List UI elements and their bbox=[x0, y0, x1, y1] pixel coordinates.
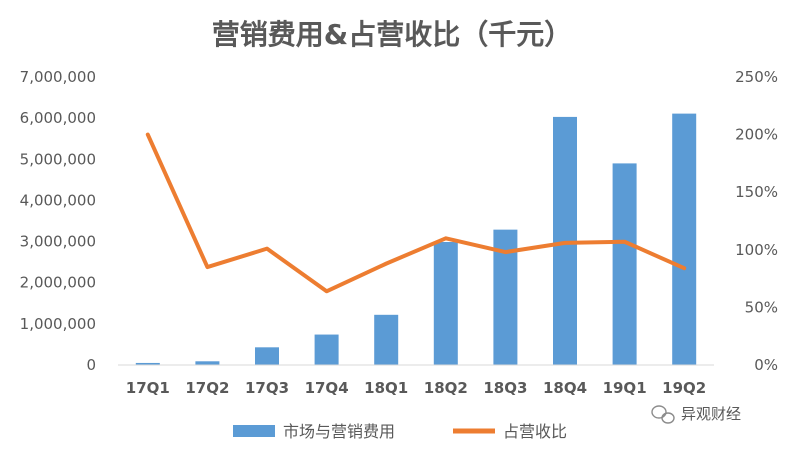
left-tick-label: 2,000,000 bbox=[20, 274, 96, 292]
ratio-line bbox=[145, 132, 687, 294]
bar bbox=[135, 362, 160, 365]
category-label: 18Q4 bbox=[543, 379, 587, 397]
left-tick-label: 7,000,000 bbox=[20, 68, 96, 86]
category-label: 19Q1 bbox=[603, 379, 647, 397]
left-tick-label: 0 bbox=[86, 356, 96, 374]
left-axis: 0 1,000,000 2,000,000 3,000,000 4,000,000 5,0… bbox=[20, 68, 96, 374]
legend-swatch-bar bbox=[233, 425, 275, 437]
legend: 市场与营销费用 占营收比 bbox=[233, 422, 567, 441]
bar bbox=[195, 361, 220, 365]
right-tick-label: 50% bbox=[745, 298, 778, 316]
line-series bbox=[145, 132, 687, 294]
legend-label-bar: 市场与营销费用 bbox=[283, 422, 395, 441]
right-tick-label: 250% bbox=[735, 68, 778, 86]
category-label: 18Q3 bbox=[483, 379, 527, 397]
bar bbox=[672, 113, 697, 365]
right-tick-label: 150% bbox=[735, 183, 778, 201]
left-tick-label: 5,000,000 bbox=[20, 150, 96, 168]
left-tick-label: 6,000,000 bbox=[20, 109, 96, 127]
legend-label-line: 占营收比 bbox=[503, 422, 567, 441]
watermark-text: 异观财经 bbox=[681, 405, 741, 423]
category-label: 17Q1 bbox=[126, 379, 170, 397]
category-axis: 17Q1 17Q2 17Q3 17Q4 18Q1 18Q2 18Q3 18Q4 19Q1 19Q2 bbox=[126, 379, 706, 397]
right-axis: 0% 50% 100% 150% 200% 250% bbox=[735, 68, 778, 374]
bar-series bbox=[118, 113, 714, 366]
right-tick-label: 0% bbox=[754, 356, 778, 374]
bar bbox=[374, 314, 399, 365]
watermark: 异观财经 bbox=[651, 405, 741, 424]
left-tick-label: 1,000,000 bbox=[20, 315, 96, 333]
bar bbox=[255, 347, 279, 365]
category-label: 18Q2 bbox=[424, 379, 468, 397]
category-label: 17Q3 bbox=[245, 379, 289, 397]
bar bbox=[612, 163, 637, 365]
right-tick-label: 200% bbox=[735, 126, 778, 144]
wechat-icon bbox=[651, 405, 675, 424]
category-label: 19Q2 bbox=[662, 379, 706, 397]
right-tick-label: 100% bbox=[735, 241, 778, 259]
category-label: 18Q1 bbox=[364, 379, 408, 397]
category-label: 17Q4 bbox=[305, 379, 349, 397]
chart-title: 营销费用&占营收比（千元） bbox=[212, 18, 572, 51]
left-tick-label: 4,000,000 bbox=[20, 191, 96, 209]
category-label: 17Q2 bbox=[185, 379, 229, 397]
bar bbox=[314, 334, 339, 365]
left-tick-label: 3,000,000 bbox=[20, 233, 96, 251]
bar bbox=[433, 241, 458, 365]
